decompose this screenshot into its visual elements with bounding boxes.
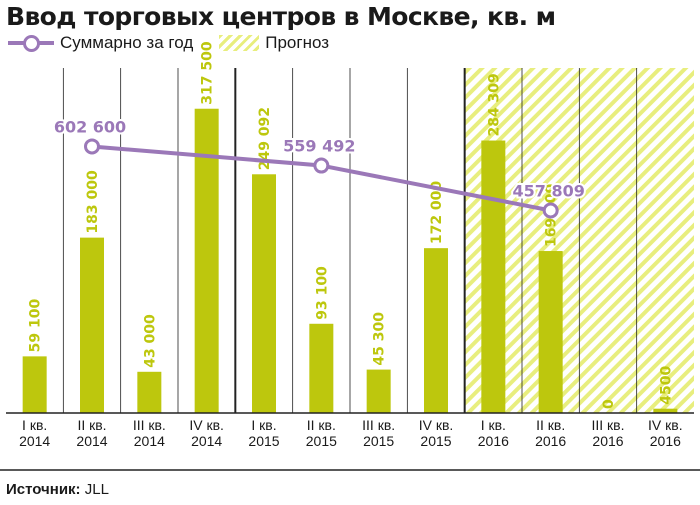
bar-value-label: 317 500 [200,41,216,105]
source-note: Источник: JLL [6,481,109,498]
legend-forecast-label: Прогноз [265,33,330,52]
legend-line-label: Суммарно за год [60,33,194,52]
bar [481,140,506,413]
bar-value-label: 284 309 [486,73,502,136]
source-label: Источник: [6,481,81,498]
bar [366,369,391,413]
legend-forecast-swatch [219,35,260,51]
bar-value-label: 59 100 [28,299,44,353]
source-value: JLL [84,481,109,498]
x-tick-label: II кв. 2015 [306,417,337,449]
bar-value-label: 45 300 [372,312,388,366]
bar [22,356,47,413]
bar [194,108,219,414]
x-tick-label: II кв. 2016 [535,417,566,449]
bar [309,323,334,413]
x-tick-label: IV кв. 2015 [419,417,454,449]
bar [80,237,104,413]
bar-value-label: 93 100 [314,266,330,320]
total-point [313,157,330,174]
bar [538,251,563,413]
bar-value-label: 0 [601,399,617,409]
bar-value-label: 249 092 [257,107,273,170]
total-value-label: 602 600 [54,117,126,136]
x-tick-label: III кв. 2016 [591,417,624,449]
bar [653,408,678,413]
legend: Суммарно за год Прогноз [8,32,329,54]
chart-plot: 59 100 183 000 43 000 317 500 249 092 93 100 4… [0,41,700,471]
bar-value-label: 183 000 [85,170,101,234]
total-point [542,202,559,219]
x-tick-label: I кв. 2015 [248,417,279,449]
bar-value-label: 43 000 [142,314,158,368]
x-tick-label: II кв. 2014 [76,417,107,449]
x-tick-label: III кв. 2015 [362,417,395,449]
bar [137,371,162,413]
bar [252,174,276,413]
total-value-label: 559 492 [283,137,355,156]
bar-value-label: 172 000 [429,181,445,245]
total-value-label: 457 809 [512,182,584,201]
bar-value-label: 4500 [658,365,674,404]
x-tick-label: IV кв. 2016 [648,417,683,449]
bar [424,248,448,413]
x-tick-label: IV кв. 2014 [189,417,224,449]
x-tick-label: III кв. 2014 [133,417,166,449]
x-tick-label: I кв. 2014 [19,417,50,449]
chart-title: Ввод торговых центров в Москве, кв. м [6,2,556,31]
x-tick-label: I кв. 2016 [478,417,509,449]
legend-line-swatch [8,33,54,53]
total-point [84,138,100,155]
